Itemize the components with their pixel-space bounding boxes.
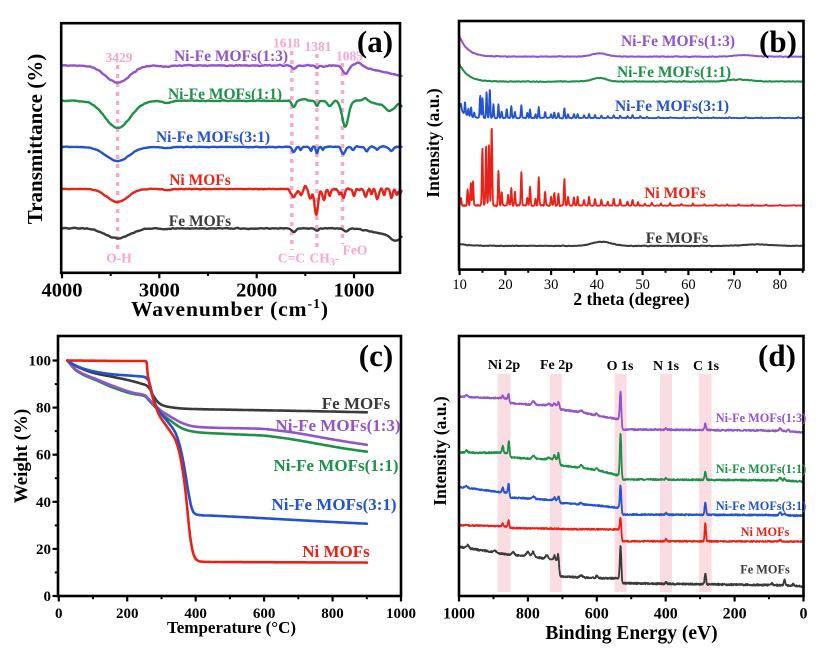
- svg-text:Weight (%): Weight (%): [11, 409, 32, 503]
- svg-text:Intensity (a.u.): Intensity (a.u.): [423, 88, 443, 198]
- svg-text:2 theta (degree): 2 theta (degree): [573, 289, 689, 309]
- svg-text:1618: 1618: [273, 36, 300, 51]
- svg-text:Ni-Fe MOFs(1:3): Ni-Fe MOFs(1:3): [174, 48, 288, 65]
- svg-text:400: 400: [654, 606, 678, 623]
- svg-text:60: 60: [36, 448, 51, 464]
- svg-text:Fe MOFs: Fe MOFs: [322, 394, 391, 413]
- svg-text:(b): (b): [759, 24, 797, 59]
- svg-text:Ni-Fe MOFs(1:1): Ni-Fe MOFs(1:1): [168, 86, 282, 103]
- svg-text:20: 20: [498, 277, 513, 293]
- svg-text:30: 30: [544, 277, 559, 293]
- svg-text:50: 50: [635, 277, 650, 293]
- svg-text:Ni MOFs: Ni MOFs: [741, 525, 790, 539]
- svg-text:600: 600: [585, 606, 609, 623]
- svg-text:O 1s: O 1s: [607, 359, 634, 374]
- svg-text:Ni-Fe MOFs(1:1): Ni-Fe MOFs(1:1): [716, 462, 807, 476]
- svg-text:1381: 1381: [305, 39, 332, 54]
- svg-text:(a): (a): [357, 24, 393, 59]
- svg-text:Ni MOFs: Ni MOFs: [644, 185, 706, 202]
- svg-text:Transmittance (%): Transmittance (%): [23, 54, 47, 225]
- svg-text:Ni-Fe MOFs(1:3): Ni-Fe MOFs(1:3): [621, 33, 735, 50]
- svg-text:Ni-Fe MOFs(3:1): Ni-Fe MOFs(3:1): [156, 129, 270, 146]
- svg-text:800: 800: [321, 606, 344, 622]
- svg-text:0: 0: [44, 589, 52, 605]
- svg-text:N 1s: N 1s: [653, 359, 680, 374]
- svg-text:80: 80: [773, 277, 788, 293]
- svg-text:Binding Energy (eV): Binding Energy (eV): [545, 623, 717, 644]
- svg-text:(c): (c): [359, 338, 393, 373]
- svg-text:Ni MOFs: Ni MOFs: [169, 172, 231, 189]
- svg-text:20: 20: [36, 542, 51, 558]
- svg-text:400: 400: [184, 606, 207, 622]
- svg-text:Ni MOFs: Ni MOFs: [302, 542, 370, 561]
- svg-text:Ni-Fe MOFs(1:3): Ni-Fe MOFs(1:3): [275, 416, 400, 435]
- svg-text:1000: 1000: [333, 280, 374, 302]
- svg-text:Ni-Fe MOFs(3:1): Ni-Fe MOFs(3:1): [716, 499, 807, 513]
- svg-text:Intensity (a.u.): Intensity (a.u.): [430, 396, 450, 506]
- svg-text:40: 40: [590, 277, 605, 293]
- svg-text:1085: 1085: [336, 49, 363, 64]
- svg-text:Temperature (°C): Temperature (°C): [167, 618, 296, 637]
- svg-text:C=C: C=C: [278, 251, 305, 266]
- svg-text:Fe 2p: Fe 2p: [540, 358, 573, 373]
- svg-text:800: 800: [516, 606, 540, 623]
- svg-text:60: 60: [681, 277, 696, 293]
- svg-text:O-H: O-H: [106, 251, 132, 266]
- svg-text:0: 0: [800, 606, 808, 623]
- svg-text:Fe MOFs: Fe MOFs: [740, 563, 790, 577]
- svg-text:Fe MOFs: Fe MOFs: [646, 230, 708, 247]
- svg-text:4000: 4000: [42, 280, 83, 302]
- svg-text:1000: 1000: [443, 606, 475, 623]
- svg-text:600: 600: [253, 606, 276, 622]
- svg-text:2000: 2000: [236, 280, 277, 302]
- svg-text:C 1s: C 1s: [693, 359, 720, 374]
- svg-text:3429: 3429: [106, 50, 133, 65]
- svg-text:0: 0: [55, 606, 63, 622]
- svg-text:Ni-Fe MOFs(1:1): Ni-Fe MOFs(1:1): [273, 456, 398, 475]
- svg-text:Ni-Fe MOFs(3:1): Ni-Fe MOFs(3:1): [271, 495, 396, 514]
- svg-text:Ni-Fe MOFs(1:3): Ni-Fe MOFs(1:3): [716, 411, 807, 425]
- svg-text:(d): (d): [758, 338, 796, 373]
- svg-text:100: 100: [29, 354, 52, 370]
- svg-text:80: 80: [36, 401, 51, 417]
- svg-text:3000: 3000: [139, 280, 180, 302]
- svg-text:70: 70: [727, 277, 742, 293]
- svg-text:40: 40: [36, 495, 51, 511]
- svg-text:200: 200: [723, 606, 747, 623]
- svg-text:Ni-Fe MOFs(1:1): Ni-Fe MOFs(1:1): [617, 64, 731, 81]
- svg-text:Ni 2p: Ni 2p: [488, 358, 521, 373]
- svg-text:200: 200: [116, 606, 139, 622]
- svg-text:Wavenumber (cm-1): Wavenumber (cm-1): [131, 297, 329, 321]
- svg-text:10: 10: [452, 277, 467, 293]
- svg-text:FeO: FeO: [343, 243, 368, 258]
- svg-text:Fe MOFs: Fe MOFs: [169, 213, 231, 230]
- svg-text:1000: 1000: [386, 606, 416, 622]
- svg-text:Ni-Fe MOFs(3:1): Ni-Fe MOFs(3:1): [615, 98, 729, 115]
